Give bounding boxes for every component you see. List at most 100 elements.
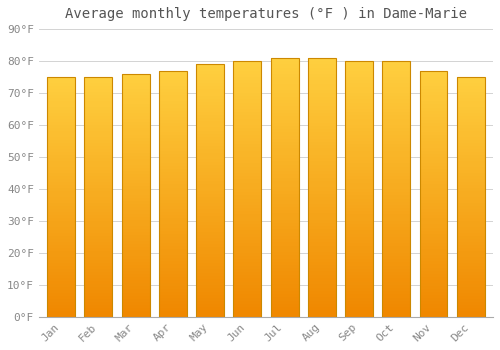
Bar bbox=[270, 249, 298, 252]
Bar bbox=[457, 254, 484, 257]
Bar bbox=[345, 215, 373, 218]
Bar bbox=[122, 74, 150, 317]
Title: Average monthly temperatures (°F ) in Dame-Marie: Average monthly temperatures (°F ) in Da… bbox=[65, 7, 467, 21]
Bar bbox=[420, 141, 448, 145]
Bar bbox=[308, 252, 336, 255]
Bar bbox=[382, 112, 410, 116]
Bar bbox=[382, 90, 410, 93]
Bar bbox=[159, 267, 187, 271]
Bar bbox=[457, 203, 484, 206]
Bar bbox=[84, 116, 112, 119]
Bar bbox=[308, 278, 336, 281]
Bar bbox=[234, 304, 262, 307]
Bar bbox=[84, 158, 112, 161]
Bar bbox=[196, 270, 224, 273]
Bar bbox=[345, 288, 373, 291]
Bar bbox=[122, 153, 150, 156]
Bar bbox=[270, 64, 298, 68]
Bar bbox=[308, 100, 336, 103]
Bar bbox=[420, 271, 448, 274]
Bar bbox=[308, 207, 336, 210]
Bar bbox=[382, 160, 410, 163]
Bar bbox=[196, 64, 224, 317]
Bar bbox=[159, 304, 187, 308]
Bar bbox=[122, 299, 150, 302]
Bar bbox=[345, 116, 373, 119]
Bar bbox=[345, 310, 373, 314]
Bar bbox=[159, 265, 187, 267]
Bar bbox=[47, 290, 75, 293]
Bar bbox=[159, 249, 187, 252]
Bar bbox=[84, 278, 112, 281]
Bar bbox=[420, 86, 448, 89]
Bar bbox=[159, 289, 187, 292]
Bar bbox=[308, 181, 336, 184]
Bar bbox=[382, 80, 410, 83]
Bar bbox=[47, 137, 75, 140]
Bar bbox=[457, 224, 484, 227]
Bar bbox=[270, 171, 298, 174]
Bar bbox=[196, 229, 224, 232]
Bar bbox=[457, 77, 484, 80]
Bar bbox=[420, 301, 448, 304]
Bar bbox=[159, 298, 187, 301]
Bar bbox=[122, 104, 150, 107]
Bar bbox=[270, 239, 298, 242]
Bar bbox=[382, 154, 410, 157]
Bar bbox=[308, 304, 336, 307]
Bar bbox=[159, 80, 187, 83]
Bar bbox=[420, 267, 448, 271]
Bar bbox=[84, 248, 112, 251]
Bar bbox=[159, 209, 187, 212]
Bar bbox=[47, 140, 75, 143]
Bar bbox=[84, 125, 112, 128]
Bar bbox=[270, 145, 298, 148]
Bar bbox=[270, 129, 298, 132]
Bar bbox=[270, 285, 298, 288]
Bar bbox=[345, 266, 373, 269]
Bar bbox=[420, 200, 448, 203]
Bar bbox=[196, 165, 224, 168]
Bar bbox=[457, 80, 484, 83]
Bar bbox=[308, 77, 336, 80]
Bar bbox=[234, 93, 262, 96]
Bar bbox=[420, 237, 448, 240]
Bar bbox=[234, 163, 262, 167]
Bar bbox=[420, 95, 448, 98]
Bar bbox=[84, 302, 112, 305]
Bar bbox=[47, 257, 75, 260]
Bar bbox=[122, 177, 150, 180]
Bar bbox=[159, 132, 187, 135]
Bar bbox=[457, 293, 484, 296]
Bar bbox=[122, 286, 150, 289]
Bar bbox=[234, 279, 262, 282]
Bar bbox=[308, 239, 336, 242]
Bar bbox=[122, 304, 150, 308]
Bar bbox=[457, 107, 484, 110]
Bar bbox=[457, 77, 484, 317]
Bar bbox=[382, 262, 410, 266]
Bar bbox=[159, 200, 187, 203]
Bar bbox=[159, 255, 187, 258]
Bar bbox=[270, 139, 298, 142]
Bar bbox=[345, 282, 373, 285]
Bar bbox=[234, 259, 262, 262]
Bar bbox=[122, 256, 150, 259]
Bar bbox=[345, 163, 373, 167]
Bar bbox=[345, 119, 373, 122]
Bar bbox=[270, 181, 298, 184]
Bar bbox=[196, 156, 224, 159]
Bar bbox=[159, 283, 187, 286]
Bar bbox=[308, 129, 336, 132]
Bar bbox=[234, 234, 262, 237]
Bar bbox=[122, 289, 150, 293]
Bar bbox=[122, 250, 150, 253]
Bar bbox=[420, 163, 448, 166]
Bar bbox=[159, 166, 187, 169]
Bar bbox=[270, 142, 298, 145]
Bar bbox=[270, 132, 298, 135]
Bar bbox=[122, 293, 150, 295]
Bar bbox=[196, 216, 224, 219]
Bar bbox=[47, 131, 75, 134]
Bar bbox=[457, 236, 484, 239]
